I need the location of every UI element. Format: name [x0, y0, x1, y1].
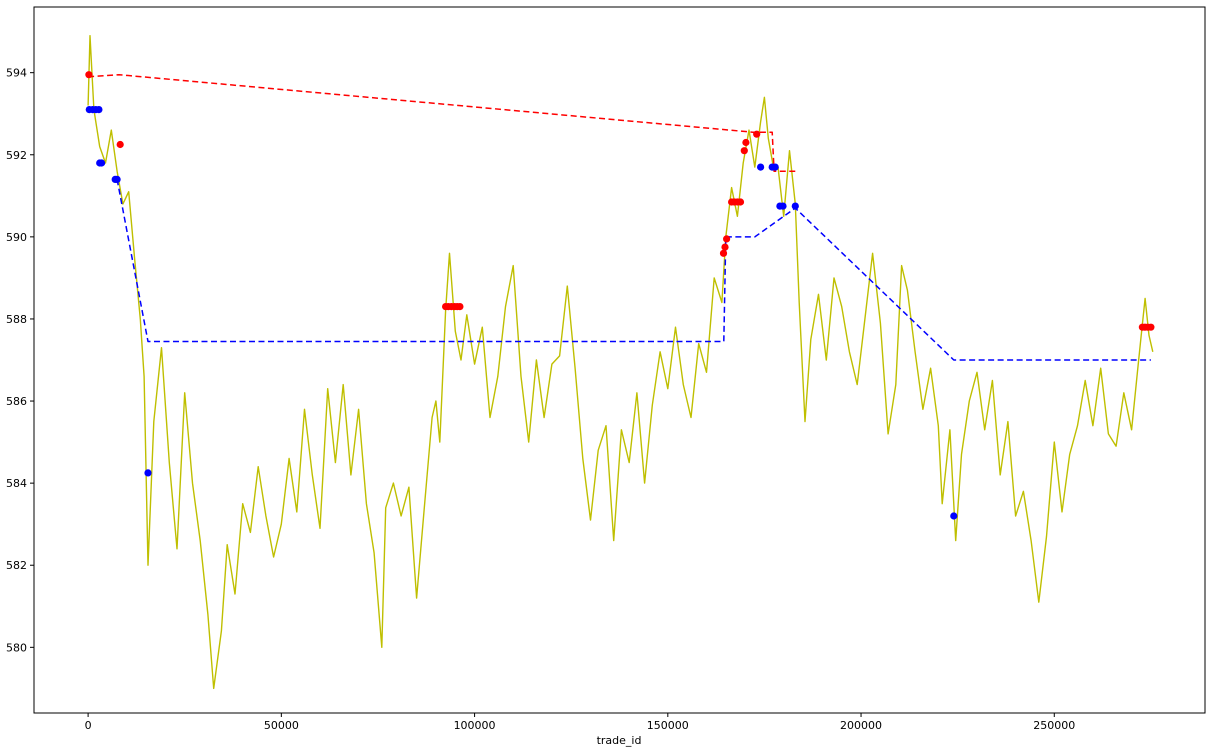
marker-point-0-21 [1147, 323, 1155, 331]
y-tick-label: 586 [6, 395, 27, 408]
marker-point-0-0 [85, 71, 93, 79]
marker-point-1-7 [113, 175, 121, 183]
marker-layer [85, 71, 1155, 520]
x-tick-label: 150000 [647, 719, 689, 732]
marker-point-1-13 [779, 202, 787, 210]
x-axis-title: trade_id [597, 734, 642, 747]
y-axis: 580 582 584 586 588 590 592 594 [6, 67, 34, 654]
y-tick-label: 592 [6, 149, 27, 162]
marker-point-1-5 [98, 159, 106, 167]
x-tick-label: 100000 [454, 719, 496, 732]
y-tick-label: 594 [6, 67, 27, 80]
marker-point-0-17 [753, 130, 761, 138]
marker-point-0-9 [721, 243, 729, 251]
y-tick-label: 590 [6, 231, 27, 244]
series-line-0 [87, 35, 1154, 690]
series-line-2 [116, 179, 1151, 361]
marker-point-0-7 [456, 303, 464, 311]
y-tick-label: 584 [6, 477, 27, 490]
x-axis: 0 50000 100000 150000 200000 250000 [85, 713, 1075, 732]
marker-point-1-3 [95, 106, 103, 114]
y-tick-label: 582 [6, 559, 27, 572]
series-layer [87, 35, 1154, 690]
marker-point-0-10 [723, 235, 731, 243]
marker-point-1-14 [791, 202, 799, 210]
x-tick-label: 50000 [264, 719, 299, 732]
marker-point-1-15 [950, 512, 958, 520]
marker-point-1-8 [144, 469, 152, 477]
marker-point-0-15 [740, 147, 748, 155]
x-tick-label: 0 [85, 719, 92, 732]
marker-point-0-1 [116, 140, 124, 149]
x-tick-label: 250000 [1033, 719, 1075, 732]
marker-point-0-14 [736, 198, 745, 206]
y-tick-label: 580 [6, 641, 27, 654]
marker-point-0-8 [719, 249, 728, 257]
series-line-1 [88, 73, 798, 172]
marker-point-1-11 [771, 163, 779, 171]
y-tick-label: 588 [6, 313, 27, 326]
marker-point-0-16 [742, 138, 750, 147]
marker-point-1-9 [757, 163, 765, 171]
x-tick-label: 200000 [840, 719, 882, 732]
